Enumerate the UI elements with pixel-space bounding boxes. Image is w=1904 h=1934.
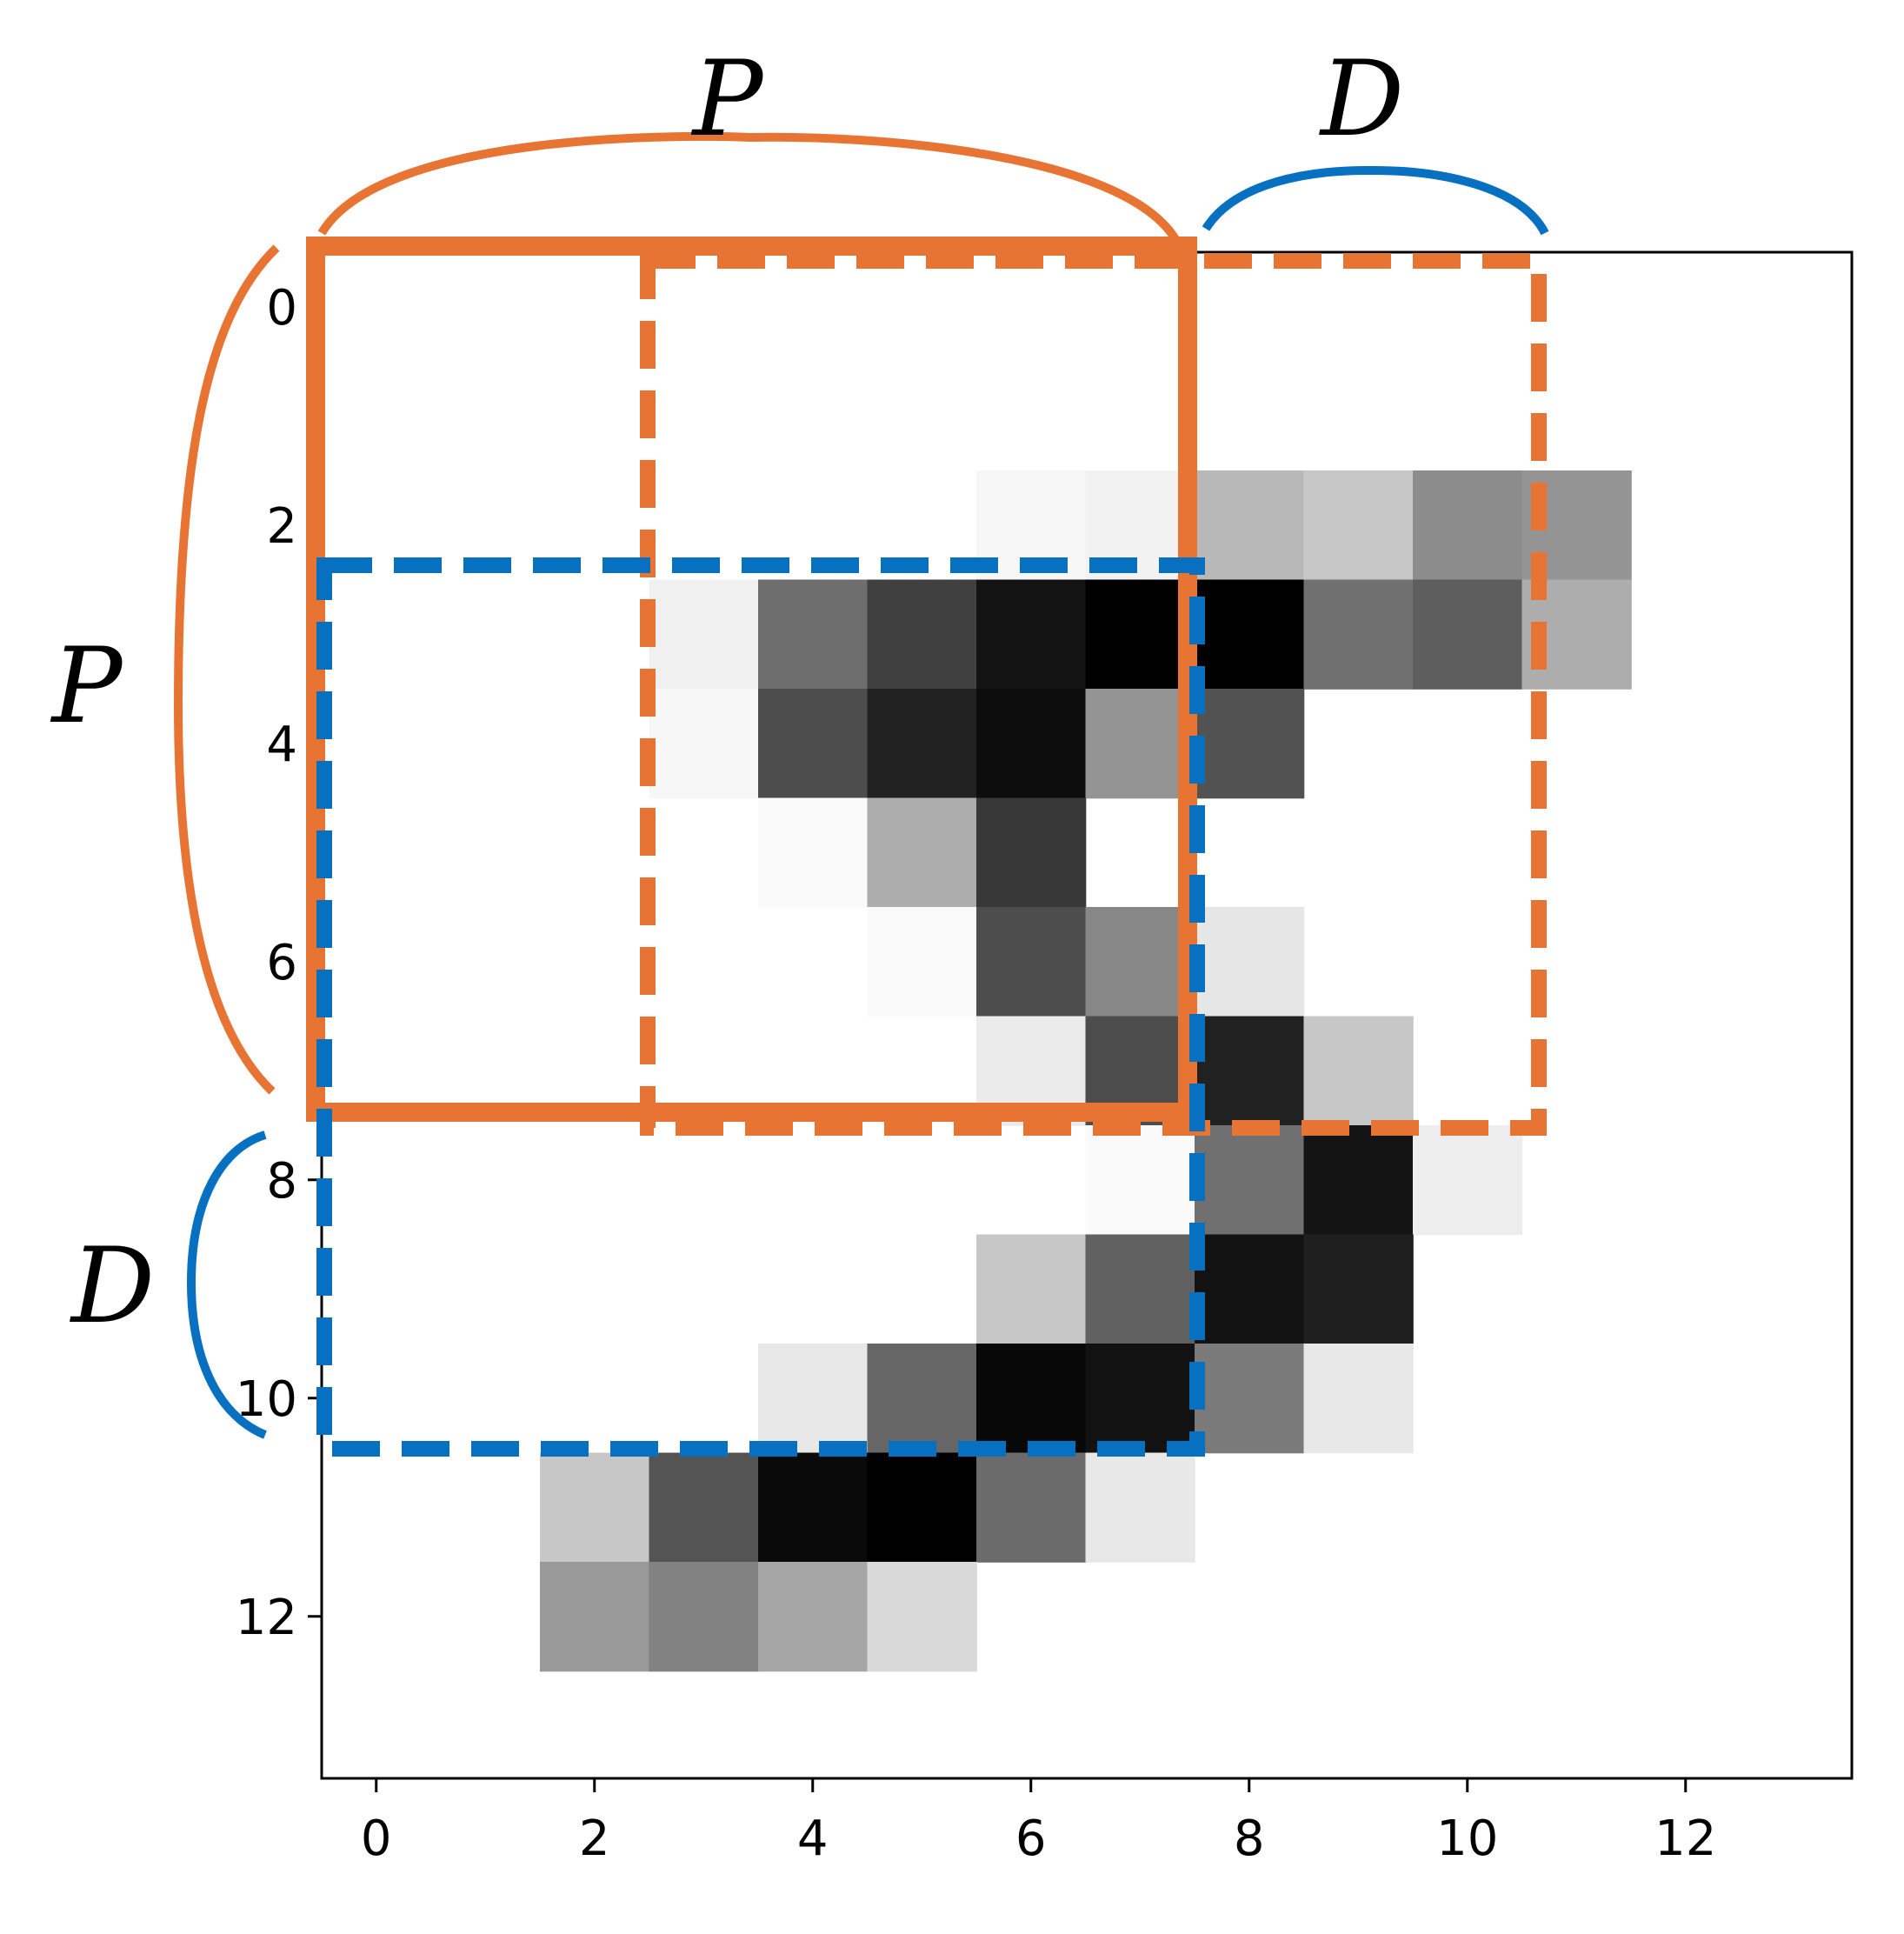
- pixel-cell: [758, 1452, 869, 1563]
- top-p-brace: [317, 131, 1180, 242]
- x-tick-label: 8: [1234, 1811, 1265, 1867]
- x-tick-label: 0: [361, 1811, 392, 1867]
- pixel-cell: [1085, 1234, 1195, 1344]
- x-tick-label: 12: [1654, 1811, 1716, 1867]
- pixel-cell: [1303, 1016, 1414, 1126]
- pixel-cell: [758, 579, 869, 690]
- pixel-cell: [976, 579, 1087, 690]
- pixel-cell: [758, 1344, 869, 1454]
- pixel-cell: [1303, 579, 1414, 690]
- pixel-cell: [649, 579, 759, 690]
- pixel-cell: [1303, 1234, 1414, 1344]
- y-tick-label: 12: [236, 1590, 297, 1646]
- pixel-cell: [976, 1234, 1087, 1344]
- y-tick-label: 2: [266, 498, 297, 555]
- left-d-label: D: [70, 1226, 155, 1347]
- left-p-brace: [173, 244, 280, 1095]
- y-tick-label: 6: [266, 935, 297, 991]
- x-tick-label: 6: [1015, 1811, 1047, 1867]
- pixel-cell: [758, 689, 869, 799]
- y-tick-label: 0: [266, 280, 297, 337]
- pixel-cell: [1085, 579, 1195, 690]
- x-tick-label: 4: [797, 1811, 829, 1867]
- pixel-cell: [649, 1562, 759, 1672]
- top-p-label: P: [691, 39, 765, 160]
- y-tick-label: 10: [236, 1371, 297, 1428]
- pixel-cell: [1195, 1125, 1305, 1236]
- pixel-cell: [1085, 1452, 1195, 1563]
- pixel-cell: [1085, 907, 1195, 1017]
- pixel-cell: [758, 1562, 869, 1672]
- axis-ticks: 0 2 4 6 8 10 12 0 2 4 6 8 10 12: [236, 280, 1717, 1867]
- pixel-cell: [976, 797, 1087, 908]
- pixel-cell: [1085, 1344, 1195, 1454]
- pixel-cell: [867, 1452, 977, 1563]
- pixel-cell: [976, 1452, 1087, 1563]
- top-d-brace: [1202, 165, 1549, 236]
- patch-box-dashed-shifted: [640, 253, 1547, 1136]
- patch-box-dashed-vertical: [316, 557, 1205, 1457]
- pixel-cell: [540, 1452, 650, 1563]
- pixel-cell: [1195, 689, 1305, 799]
- pixel-cell: [649, 689, 759, 799]
- pixel-image: [540, 470, 1632, 1672]
- x-tick-label: 2: [579, 1811, 610, 1867]
- pixel-cell: [758, 797, 869, 908]
- top-d-label: D: [1319, 39, 1404, 160]
- pixel-cell: [540, 1562, 650, 1672]
- pixel-cell: [1303, 1344, 1414, 1454]
- pixel-cell: [1413, 1125, 1523, 1236]
- pixel-cell: [649, 1452, 759, 1563]
- y-tick-label: 4: [266, 717, 297, 773]
- pixel-cell: [1413, 579, 1523, 690]
- pixel-cell: [1085, 1125, 1195, 1236]
- left-d-brace: [186, 1130, 267, 1439]
- pixel-cell: [1303, 1125, 1414, 1236]
- pixel-cell: [1195, 1016, 1305, 1126]
- pixel-cell: [1413, 470, 1523, 581]
- left-p-label: P: [50, 626, 124, 747]
- pixel-cell: [1195, 1344, 1305, 1454]
- pixel-cell: [867, 689, 977, 799]
- pixel-cell: [1195, 1234, 1305, 1344]
- pixel-cell: [1195, 470, 1305, 581]
- patch-box-solid: [306, 237, 1197, 1122]
- pixel-cell: [867, 579, 977, 690]
- pixel-cell: [1195, 579, 1305, 690]
- pixel-cell: [976, 907, 1087, 1017]
- pixel-cell: [1085, 689, 1195, 799]
- pixel-cell: [867, 797, 977, 908]
- pixel-cell: [867, 1562, 977, 1672]
- y-tick-label: 8: [266, 1153, 297, 1210]
- pixel-cell: [976, 1344, 1087, 1454]
- pixel-cell: [867, 1344, 977, 1454]
- pixel-cell: [867, 907, 977, 1017]
- x-tick-label: 10: [1436, 1811, 1498, 1867]
- pixel-cell: [976, 689, 1087, 799]
- pixel-cell: [1303, 470, 1414, 581]
- pixel-cell: [1195, 907, 1305, 1017]
